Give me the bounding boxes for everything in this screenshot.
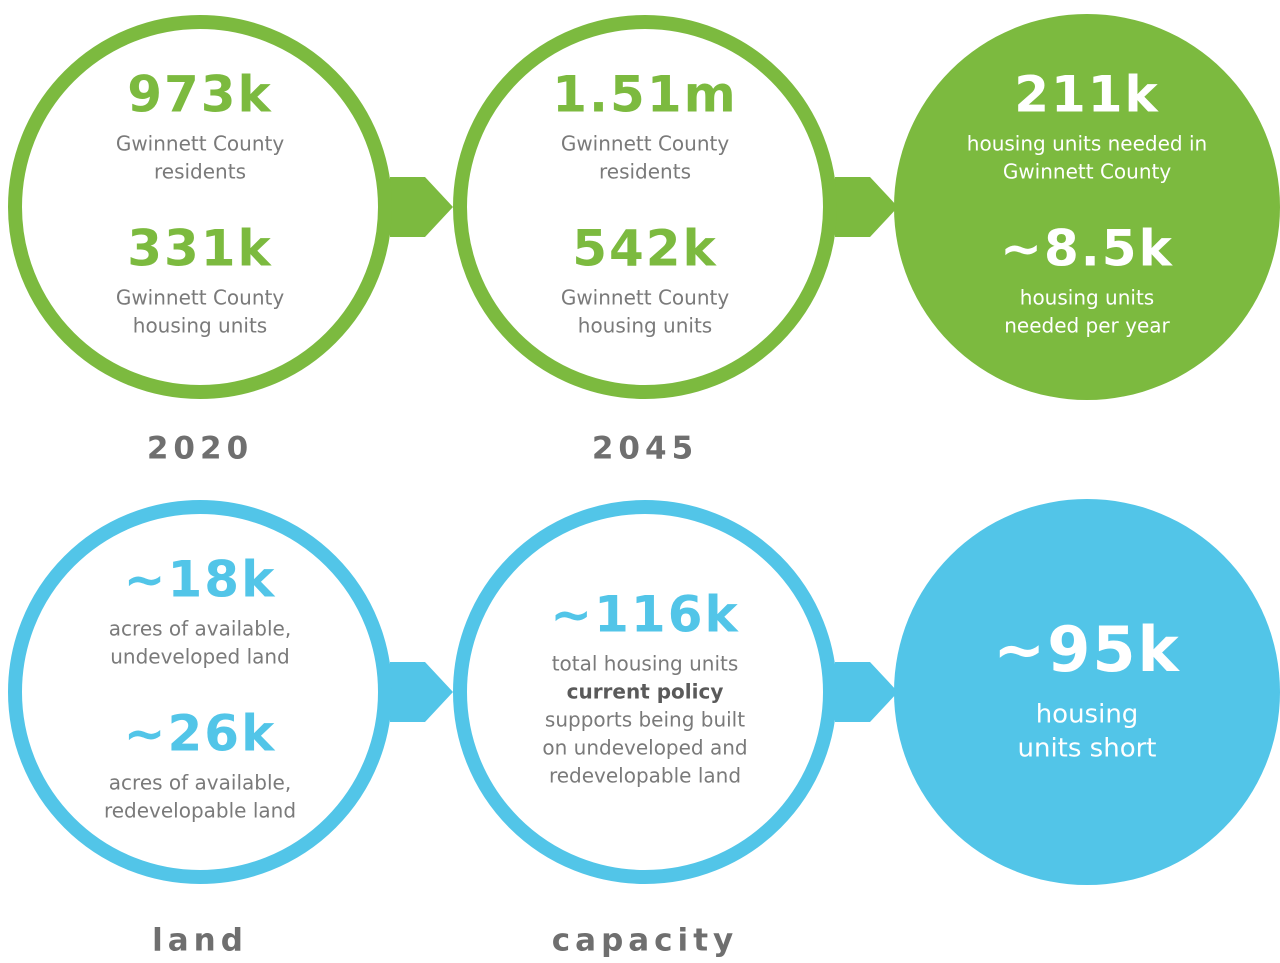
stat-description: residents — [599, 160, 691, 184]
circle-card: ~116k total housing units current policy su… — [453, 500, 837, 884]
stat-value: 1.51m — [552, 66, 737, 124]
stat-description: housing — [1036, 700, 1139, 730]
stat-description: Gwinnett County — [561, 132, 730, 156]
stat-value: 973k — [127, 66, 273, 124]
stat-description: units short — [1017, 734, 1156, 764]
arrow — [390, 177, 453, 237]
circle-fill — [894, 14, 1280, 400]
stat-description: Gwinnett County — [116, 132, 285, 156]
stat-description: Gwinnett County — [116, 286, 285, 310]
circle-ring — [453, 15, 837, 399]
arrow — [835, 662, 898, 722]
circle-card: ~18k acres of available, undeveloped land ~… — [8, 500, 392, 884]
circle-fill — [894, 499, 1280, 885]
stat-value: ~26k — [124, 705, 277, 763]
stat-description: redevelopable land — [549, 764, 741, 788]
stat-value: 211k — [1014, 66, 1160, 124]
stat-description: residents — [154, 160, 246, 184]
circle-card: ~95k housing units short — [894, 499, 1280, 885]
stat-description: acres of available, — [109, 617, 291, 641]
stat-description: redevelopable land — [104, 799, 296, 823]
arrow — [390, 662, 453, 722]
stat-description: housing units needed in — [967, 132, 1207, 156]
stat-description: total housing units — [552, 652, 739, 676]
stat-description: current policy — [567, 680, 724, 704]
circle-ring — [453, 500, 837, 884]
stat-description: undeveloped land — [110, 645, 290, 669]
stat-description: supports being built — [545, 708, 745, 732]
circle-ring — [8, 500, 392, 884]
stat-value: ~8.5k — [1000, 220, 1174, 278]
period-label: capacity — [552, 923, 738, 959]
arrow — [835, 177, 898, 237]
stat-description: housing units — [133, 314, 267, 338]
stat-value: ~18k — [124, 551, 277, 609]
stat-value: 542k — [572, 220, 718, 278]
stat-description: acres of available, — [109, 771, 291, 795]
period-label: 2045 — [592, 431, 698, 467]
circle-card: 973k Gwinnett County residents 331k Gwinnett… — [8, 15, 392, 399]
stat-description: needed per year — [1004, 314, 1170, 338]
stat-description: Gwinnett County — [1003, 160, 1172, 184]
circle-card: 1.51m Gwinnett County residents 542k Gwinnet… — [453, 15, 837, 399]
stat-value: 331k — [127, 220, 273, 278]
stat-value: ~95k — [993, 613, 1180, 686]
stat-description: on undeveloped and — [542, 736, 747, 760]
stat-description: housing units — [578, 314, 712, 338]
stat-description: Gwinnett County — [561, 286, 730, 310]
circle-card: 211k housing units needed in Gwinnett Coun… — [894, 14, 1280, 400]
circle-ring — [8, 15, 392, 399]
period-label: 2020 — [147, 431, 253, 467]
period-label: land — [152, 923, 248, 959]
stat-value: ~116k — [550, 586, 740, 644]
stat-description: housing units — [1020, 286, 1154, 310]
